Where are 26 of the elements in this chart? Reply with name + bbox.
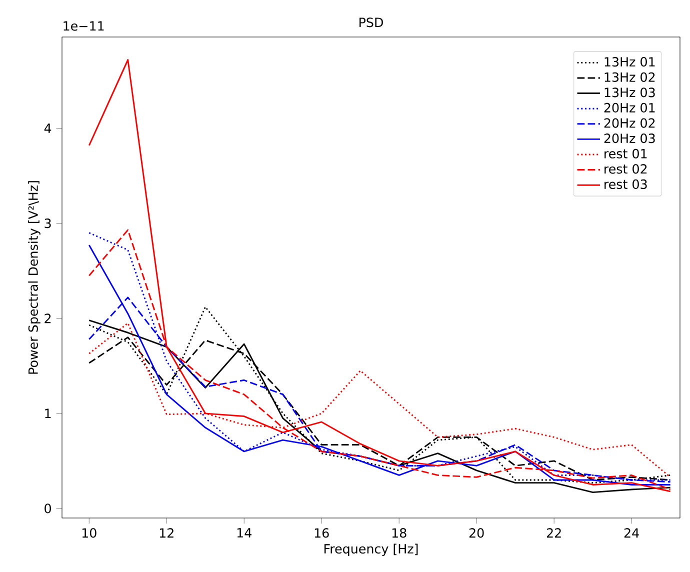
y-axis-title: Power Spectral Density [V²\Hz] bbox=[28, 181, 40, 374]
x-tick-label: 14 bbox=[237, 528, 252, 538]
x-tick-label: 10 bbox=[82, 528, 96, 538]
x-tick-label: 16 bbox=[314, 528, 329, 538]
x-tick-label: 18 bbox=[392, 528, 406, 538]
legend-label: 20Hz 03 bbox=[604, 134, 655, 144]
x-tick-label: 22 bbox=[546, 528, 561, 538]
x-tick-label: 12 bbox=[160, 528, 174, 538]
legend-label: rest 02 bbox=[604, 164, 647, 174]
y-tick-label: 2 bbox=[44, 314, 51, 324]
x-tick-label: 24 bbox=[624, 528, 639, 538]
y-tick-label: 3 bbox=[44, 218, 51, 228]
legend-label: 13Hz 01 bbox=[604, 57, 655, 67]
y-tick-label: 1 bbox=[45, 408, 51, 418]
legend-label: 20Hz 02 bbox=[604, 118, 655, 128]
x-tick-label: 20 bbox=[469, 528, 484, 538]
chart-title: PSD bbox=[360, 18, 383, 28]
legend-label: rest 01 bbox=[604, 148, 647, 158]
legend-label: 20Hz 01 bbox=[604, 102, 655, 113]
x-axis-title: Frequency [Hz] bbox=[324, 544, 418, 556]
y-tick-label: 4 bbox=[44, 124, 52, 133]
legend-label: rest 03 bbox=[604, 179, 647, 190]
legend-label: 13Hz 03 bbox=[604, 88, 655, 98]
legend-label: 13Hz 02 bbox=[604, 72, 655, 82]
text: 1e−11 bbox=[64, 21, 104, 31]
y-tick-label: 0 bbox=[44, 504, 51, 514]
